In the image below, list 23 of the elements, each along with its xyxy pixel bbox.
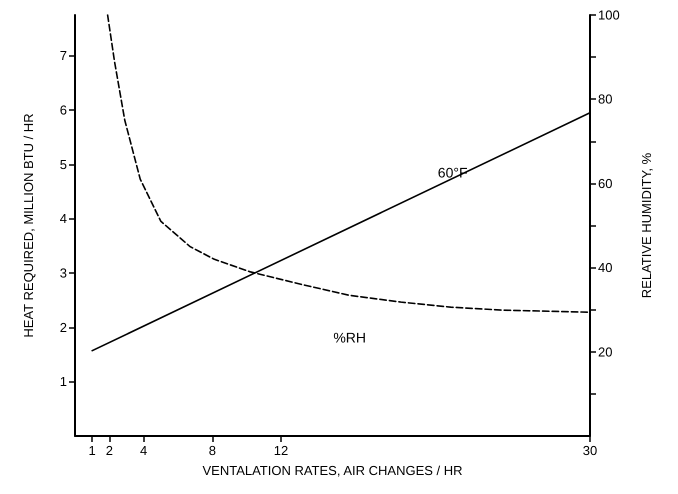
x-tick-label: 4 <box>140 443 148 458</box>
y2-tick-label: 40 <box>598 260 612 276</box>
y2-tick-label: 20 <box>598 344 612 360</box>
x-tick-label: 8 <box>208 443 216 458</box>
y-tick-label: 5 <box>60 156 67 172</box>
x-tick-label: 12 <box>274 443 288 458</box>
y-tick-label: 6 <box>60 102 67 118</box>
x-tick-label: 1 <box>88 443 96 458</box>
x-tick-label: 2 <box>106 443 113 458</box>
x-tick-label: 30 <box>582 443 598 458</box>
y-axis-title: HEAT REQUIRED, MILLION BTU / HR <box>21 113 36 338</box>
annotation: 60°F <box>438 164 468 181</box>
y2-tick-label: 60 <box>598 176 612 191</box>
y2-tick-label: 100 <box>598 8 620 22</box>
y-tick-label: 1 <box>60 374 67 390</box>
y-tick-label: 2 <box>60 320 67 335</box>
y-tick-label: 7 <box>60 48 67 64</box>
text: %RH <box>333 329 366 346</box>
y2-axis-title: RELATIVE HUMIDITY, % <box>639 152 654 298</box>
y-tick-label: 3 <box>60 266 67 281</box>
y-tick-label: 4 <box>60 211 67 226</box>
x-axis-title: VENTALATION RATES, AIR CHANGES / HR <box>202 463 463 478</box>
y2-tick-label: 80 <box>598 92 612 107</box>
